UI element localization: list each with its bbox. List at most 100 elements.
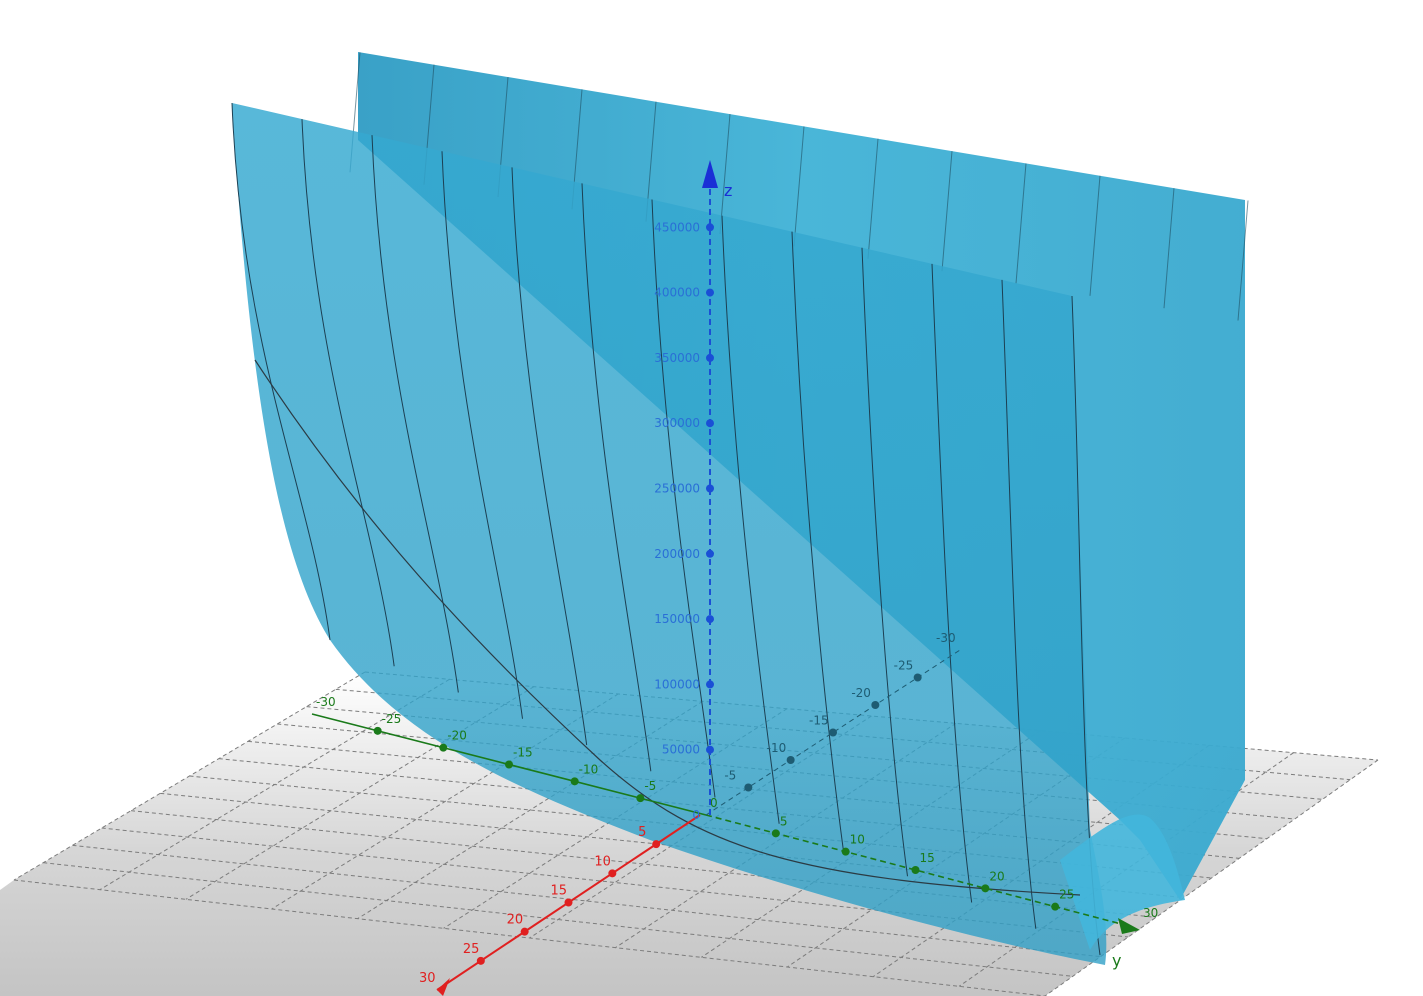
x-back-tick-dot — [913, 673, 922, 682]
surface-front-gridline — [511, 167, 588, 746]
x-tick-label: 10 — [594, 854, 611, 869]
y-tick-dot — [439, 743, 448, 752]
z-tick-dot — [706, 223, 714, 232]
y-tick-label: -25 — [382, 712, 402, 726]
floor-grid-line — [13, 879, 1046, 996]
y-tick-label: 10 — [850, 833, 865, 847]
surface-right-lobe — [1060, 814, 1185, 950]
x-back-tick-dot — [871, 701, 880, 709]
z-tick-label: 350000 — [654, 351, 700, 365]
y-tick-label: 0 — [710, 796, 718, 810]
y-tick-label: 25 — [1059, 888, 1074, 902]
y-tick-label: -20 — [447, 729, 467, 743]
y-tick-label: 20 — [989, 869, 1004, 883]
y-tick-dot — [841, 847, 850, 856]
x-tick-dot — [520, 927, 529, 936]
z-tick-dot — [706, 484, 714, 493]
y-tick-dot — [981, 884, 990, 893]
z-tick-dot — [706, 288, 714, 297]
z-axis-name: z — [724, 181, 732, 200]
y-tick-dot — [771, 829, 780, 838]
floor-grid-line — [130, 810, 1157, 918]
surface-back-gridline — [1089, 175, 1101, 296]
x-tick-label: 15 — [551, 884, 568, 899]
y-tick-label: 15 — [920, 851, 935, 865]
surface-front-gridlines — [231, 102, 1101, 956]
z-tick-dot — [706, 549, 714, 558]
x-back-tick-label: -25 — [894, 659, 914, 673]
y-tick-label: -5 — [644, 779, 656, 793]
surface-front-gridline — [441, 151, 523, 719]
y-axis-name: y — [1112, 951, 1121, 970]
surface-front-gridline — [371, 135, 459, 693]
x-tick-dot — [476, 956, 485, 965]
surface-back-gridline — [941, 151, 953, 272]
surface-front-gridline — [931, 263, 973, 903]
surface-front-gridline — [651, 199, 716, 798]
x-tick-label: 25 — [463, 942, 480, 957]
surface-front-gridline — [301, 119, 395, 667]
y-tick-dot — [570, 777, 579, 786]
y-tick-label: -15 — [513, 746, 533, 760]
y-axis-arrow — [1118, 918, 1140, 934]
surface-front-gridline — [581, 183, 652, 772]
trace-curve — [254, 359, 1081, 896]
z-axis-ticks: 0 50000 100000 150000 200000 250000 300000 3500… — [654, 220, 714, 822]
surface-back-gridline — [867, 138, 879, 259]
surface-front-gridline — [1001, 279, 1037, 929]
x-back-tick-label: -5 — [724, 769, 736, 783]
z-tick-label: 100000 — [654, 677, 700, 691]
z-tick-dot — [706, 680, 714, 689]
surface-back-gridline — [1237, 200, 1249, 321]
surface-back-gridline — [1015, 163, 1027, 284]
x-back-tick-label: -10 — [767, 741, 787, 755]
floor-grid-line — [43, 862, 1073, 977]
floor-grid-line — [271, 693, 619, 910]
x-back-tick-label: -20 — [851, 686, 871, 700]
x-tick-label: 20 — [507, 913, 524, 928]
z-tick-dot — [706, 419, 714, 428]
z-tick-label: 0 — [692, 808, 700, 822]
x-back-tick-dot — [744, 783, 753, 792]
x-back-tick-dot — [786, 756, 795, 764]
z-tick-dot — [706, 353, 714, 362]
floor-grid-line — [1044, 759, 1379, 996]
x-axis-arrow — [437, 978, 450, 996]
z-tick-label: 150000 — [654, 612, 700, 626]
x-back-tick-label: -15 — [809, 714, 829, 728]
x-tick-label: 30 — [419, 971, 436, 986]
surface-front-gridline — [861, 247, 908, 877]
x-axis-back-ticks: -5 -10 -15 -20 -25 -30 — [724, 631, 956, 792]
surface-front-gridline — [791, 231, 844, 851]
z-tick-dot — [706, 615, 714, 624]
z-tick-label: 50000 — [662, 743, 700, 757]
y-tick-dot — [636, 794, 645, 803]
y-tick-dot — [373, 726, 382, 735]
x-tick-label: 5 — [638, 825, 646, 840]
z-tick-dot — [706, 745, 714, 754]
surface-back-gridline — [793, 126, 805, 247]
y-tick-dot — [911, 866, 920, 874]
z-axis-arrow — [702, 160, 718, 188]
surface-back-gridline — [1163, 188, 1175, 309]
z-tick-label: 450000 — [654, 220, 700, 234]
y-tick-dot — [1051, 902, 1060, 911]
x-tick-dot — [564, 898, 573, 907]
y-tick-label: 30 — [1143, 906, 1158, 920]
z-tick-label: 400000 — [654, 286, 700, 300]
x-back-tick-dot — [829, 728, 837, 737]
x-tick-dot — [652, 840, 661, 849]
y-axis-ticks: -30 -25 -20 -15 -10 -5 0 5 10 15 20 25 30 — [316, 695, 1158, 920]
x-axis-ticks: 5 10 15 20 25 30 — [419, 825, 661, 986]
y-tick-label: 5 — [780, 814, 788, 828]
z-tick-label: 300000 — [654, 416, 700, 430]
x-tick-dot — [608, 869, 617, 878]
surface-front-gridline — [231, 102, 331, 641]
x-back-tick-label: -30 — [936, 631, 956, 645]
y-tick-label: -30 — [316, 695, 336, 709]
z-tick-label: 250000 — [654, 482, 700, 496]
surface-front-sheet — [232, 103, 1107, 965]
y-tick-dot — [505, 760, 513, 769]
surface-back-gridline — [719, 114, 731, 235]
